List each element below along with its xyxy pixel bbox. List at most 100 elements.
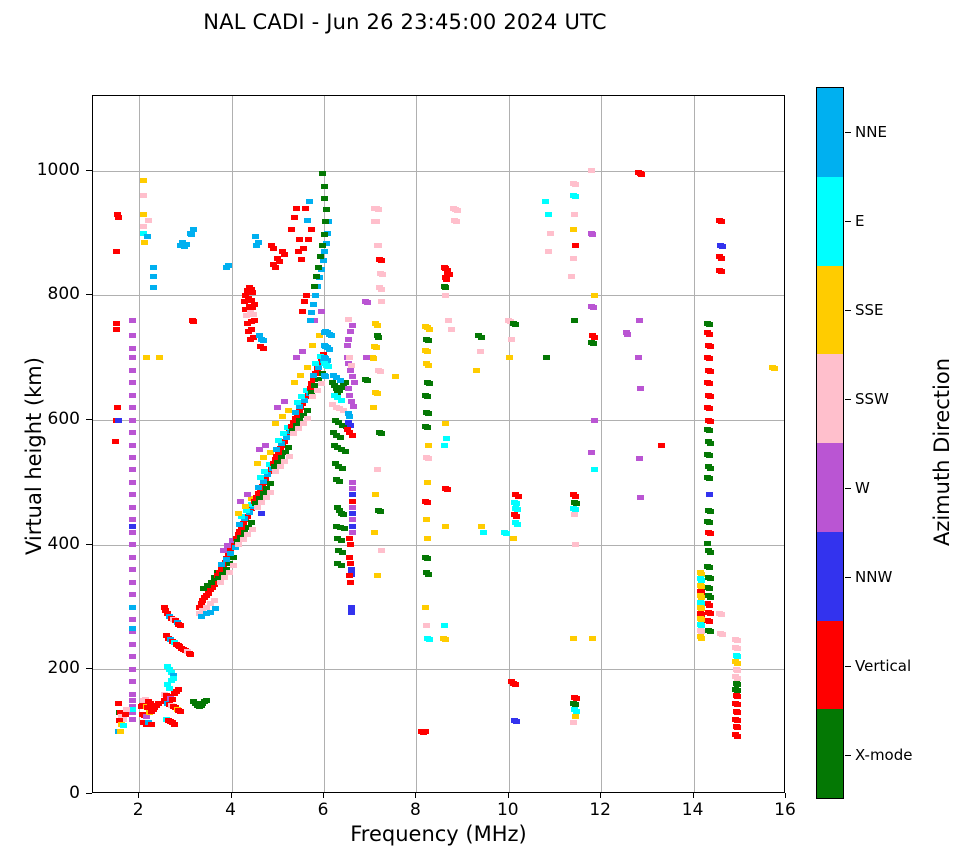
data-point [129, 405, 137, 411]
data-point [698, 605, 706, 611]
data-point [348, 398, 356, 404]
colorbar-tick [845, 398, 851, 400]
data-point [705, 381, 713, 387]
data-point [277, 454, 285, 460]
data-point [202, 610, 210, 616]
data-point [265, 468, 273, 474]
data-point [281, 449, 289, 455]
data-point [302, 387, 310, 393]
colorbar[interactable] [816, 87, 844, 799]
gridline-vertical [601, 96, 603, 792]
gridline-horizontal [93, 544, 784, 546]
data-point [269, 246, 277, 252]
x-axis-tick-label: 10 [496, 800, 519, 820]
data-point [129, 579, 137, 585]
colorbar-segment-vertical[interactable] [817, 620, 843, 710]
data-point [706, 465, 714, 471]
data-point [248, 327, 256, 333]
colorbar-segment-nne[interactable] [817, 88, 843, 177]
data-point [269, 461, 277, 467]
data-point [698, 629, 706, 635]
data-point [334, 535, 342, 541]
data-point [373, 573, 381, 579]
data-point [349, 523, 357, 529]
data-point [203, 593, 211, 599]
data-point [543, 355, 551, 361]
data-point [295, 408, 303, 414]
data-point [291, 410, 299, 416]
gridline-vertical [693, 96, 695, 792]
colorbar-label-vertical: Vertical [855, 656, 912, 675]
data-point [330, 392, 338, 398]
y-axis-tick-label: 600 [47, 409, 80, 430]
data-point [304, 416, 312, 422]
data-point [705, 322, 713, 328]
data-point [252, 233, 260, 239]
data-point [237, 498, 245, 504]
data-point [424, 442, 432, 448]
data-point [248, 527, 256, 533]
gridline-horizontal [93, 669, 784, 671]
data-point [214, 573, 222, 579]
data-point [296, 236, 304, 242]
data-point [231, 544, 239, 550]
data-point [705, 602, 713, 608]
data-point [372, 492, 380, 498]
x-axis-tick-label: 8 [409, 800, 421, 820]
data-point [118, 713, 126, 719]
data-point [292, 355, 300, 361]
data-point [258, 499, 266, 505]
colorbar-segment-nnw[interactable] [817, 531, 843, 621]
data-point [169, 676, 177, 682]
data-point [169, 673, 177, 679]
data-point [129, 617, 137, 622]
data-point [338, 422, 346, 428]
data-point [164, 682, 172, 688]
data-point [114, 701, 122, 707]
data-point [222, 557, 230, 563]
data-point [255, 447, 263, 453]
colorbar-segment-x-mode[interactable] [817, 709, 843, 798]
data-point [274, 255, 282, 261]
data-point [316, 354, 324, 359]
data-point [422, 604, 430, 610]
data-point [338, 563, 346, 569]
data-point [638, 172, 646, 178]
data-point [348, 604, 356, 610]
data-point [265, 462, 273, 468]
data-point [252, 501, 260, 507]
data-point [305, 199, 313, 205]
data-point [588, 168, 596, 174]
data-point [706, 629, 714, 635]
data-point [425, 636, 433, 642]
y-axis-title: Virtual height (km) [22, 357, 46, 555]
data-point [346, 430, 354, 436]
colorbar-segment-e[interactable] [817, 176, 843, 266]
data-point [143, 714, 151, 720]
colorbar-label-sse: SSE [855, 300, 884, 319]
data-point [347, 367, 355, 373]
data-point [242, 507, 250, 513]
data-point [292, 205, 300, 211]
data-point [373, 219, 381, 225]
x-axis-tick [138, 793, 140, 798]
data-point [423, 517, 431, 523]
colorbar-segment-w[interactable] [817, 443, 843, 532]
page-title: NAL CADI - Jun 26 23:45:00 2024 UTC [203, 10, 607, 34]
data-point [267, 243, 275, 249]
data-point [150, 285, 158, 291]
plot-area[interactable] [92, 95, 785, 793]
data-point [302, 292, 310, 298]
data-point [370, 356, 378, 362]
data-point [705, 565, 713, 571]
data-point [310, 372, 318, 378]
colorbar-segment-ssw[interactable] [817, 354, 843, 443]
data-point [221, 574, 229, 580]
x-axis-title: Frequency (MHz) [350, 822, 527, 846]
colorbar-segment-sse[interactable] [817, 265, 843, 355]
data-point [423, 479, 431, 485]
data-point [513, 507, 521, 513]
data-point [310, 376, 318, 382]
data-point [280, 252, 288, 258]
data-point [129, 704, 137, 710]
